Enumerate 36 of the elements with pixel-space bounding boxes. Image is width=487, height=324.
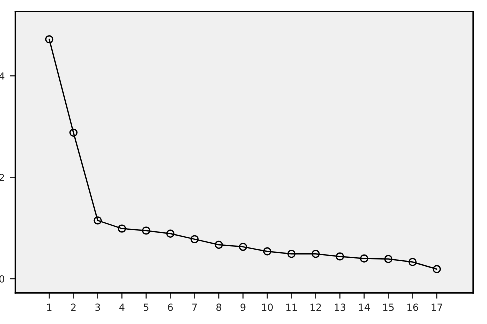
point xyxy=(288,250,296,258)
x-tick-label: 11 xyxy=(286,304,297,312)
x-tick-label: 4 xyxy=(120,304,125,312)
x-tick-label: 7 xyxy=(192,304,198,312)
point xyxy=(336,252,344,261)
point xyxy=(70,128,78,138)
x-tick-label: 15 xyxy=(383,304,394,312)
point xyxy=(384,255,393,264)
x-tick-label: 9 xyxy=(240,304,246,312)
x-tick-label: 3 xyxy=(96,304,100,312)
point xyxy=(94,216,102,225)
x-tick-label: 6 xyxy=(168,304,174,312)
point xyxy=(190,235,199,244)
x-tick-label: 2 xyxy=(71,304,76,312)
point xyxy=(214,240,224,250)
x-tick-label: 17 xyxy=(432,304,442,312)
point xyxy=(408,258,417,266)
x-tick-label: 14 xyxy=(359,304,370,312)
point xyxy=(312,250,320,258)
x-tick-label: 12 xyxy=(310,304,322,312)
point xyxy=(263,248,272,256)
x-tick-label: 8 xyxy=(216,304,222,312)
point xyxy=(432,265,442,274)
point xyxy=(166,230,175,238)
point xyxy=(118,224,126,233)
y-tick-label: 0 xyxy=(0,275,5,283)
point xyxy=(360,254,368,263)
point xyxy=(45,35,54,44)
x-tick-label: 10 xyxy=(262,304,274,312)
x-tick-label: 5 xyxy=(144,304,149,312)
point xyxy=(142,226,150,235)
x-tick-label: 16 xyxy=(408,304,418,312)
point xyxy=(239,242,248,252)
x-tick-label: 1 xyxy=(47,304,52,312)
x-tick-label: 13 xyxy=(335,304,346,312)
y-tick-label: 2 xyxy=(0,174,4,182)
